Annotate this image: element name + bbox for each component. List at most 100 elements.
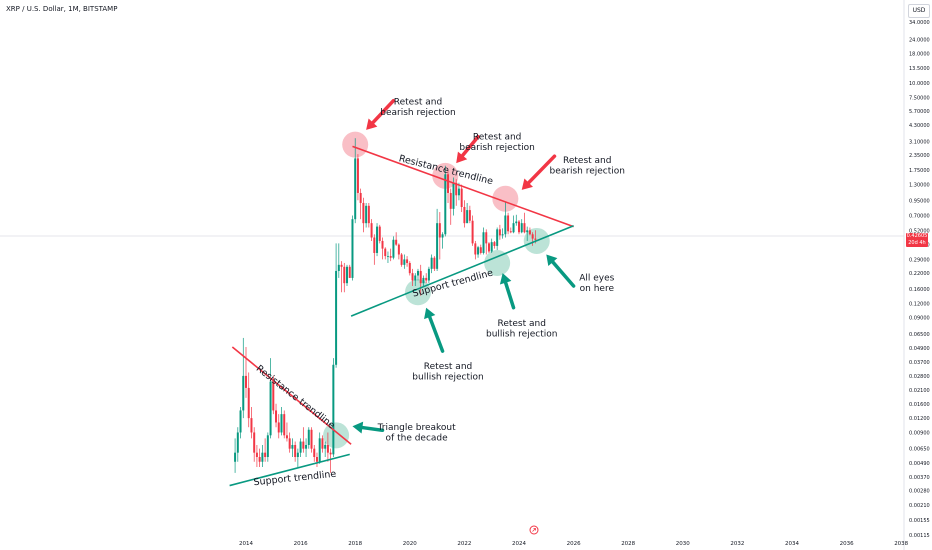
price-tick-label: 0.00210 xyxy=(909,503,930,509)
candle-body xyxy=(321,438,324,449)
candle-body xyxy=(373,237,376,253)
time-tick-label: 2022 xyxy=(457,541,471,547)
annotation-line: of the decade xyxy=(386,433,449,443)
annotation-line: on here xyxy=(580,284,615,294)
price-tick-label: 0.03700 xyxy=(909,360,930,366)
candle-body xyxy=(477,247,480,255)
candle-body xyxy=(291,444,294,449)
candle-body xyxy=(340,264,343,267)
candle-body xyxy=(441,234,444,238)
candle-body xyxy=(329,452,332,455)
price-tick-label: 0.00650 xyxy=(909,447,930,453)
candle-body xyxy=(466,210,469,224)
candles-layer xyxy=(234,138,537,473)
candle-body xyxy=(277,422,280,433)
current-price-value: 0.42605 xyxy=(906,233,928,239)
currency-selector[interactable]: USD xyxy=(908,4,930,18)
resistance-line-1 xyxy=(231,346,352,445)
price-tick-label: 0.29000 xyxy=(909,257,930,263)
price-tick-label: 0.22000 xyxy=(909,271,930,277)
price-tick-label: 0.02100 xyxy=(909,388,930,394)
candle-body xyxy=(403,259,406,265)
candle-body xyxy=(299,441,302,453)
circle-breakout-2017 xyxy=(323,422,350,449)
candle-body xyxy=(425,277,428,281)
candle-body xyxy=(280,414,283,433)
candle-body xyxy=(455,182,458,196)
candle-body xyxy=(496,229,499,246)
candle-body xyxy=(408,262,411,274)
price-tick-label: 13.5000 xyxy=(909,66,930,72)
time-axis[interactable]: 2014 2016 2018 2020 2022 2024 2026 2028 2030 2032… xyxy=(239,541,909,547)
candle-body xyxy=(305,444,308,449)
candle-body xyxy=(356,158,359,193)
candle-body xyxy=(526,230,529,233)
candle-body xyxy=(354,158,357,220)
time-tick-label: 2026 xyxy=(567,541,581,547)
price-tick-label: 1.30000 xyxy=(909,183,930,189)
candle-body xyxy=(315,457,318,462)
annotation-line: Retest and xyxy=(394,97,442,107)
arrow-red-2 xyxy=(456,134,480,164)
candle-body xyxy=(479,247,482,253)
price-tick-label: 0.00490 xyxy=(909,461,930,467)
candle-body xyxy=(236,432,239,453)
candle-body xyxy=(436,223,439,269)
candle-body xyxy=(406,259,409,263)
time-tick-label: 2030 xyxy=(676,541,690,547)
candle-body xyxy=(335,270,338,365)
time-tick-label: 2014 xyxy=(239,541,253,547)
candle-body xyxy=(318,438,321,462)
candle-body xyxy=(501,234,504,236)
candle-body xyxy=(433,257,436,269)
arrow-head xyxy=(424,307,436,320)
candle-body xyxy=(307,429,310,445)
price-tick-label: 0.01600 xyxy=(909,402,930,408)
candle-body xyxy=(452,182,455,209)
candle-body xyxy=(239,410,242,433)
annotation-line: Retest and xyxy=(424,362,472,372)
arrow-head xyxy=(352,421,364,434)
candle-body xyxy=(414,275,417,281)
candle-body xyxy=(457,188,460,196)
candle-body xyxy=(504,215,507,235)
candle-body xyxy=(302,441,305,449)
candle-body xyxy=(531,234,534,239)
arrow-red-1 xyxy=(366,98,396,130)
trendlines-layer xyxy=(229,145,574,487)
arrow-shaft xyxy=(526,154,557,185)
price-axis[interactable]: 45.000034.000024.000018.000013.500010.00… xyxy=(909,6,930,539)
price-tick-label: 24.0000 xyxy=(909,37,930,43)
price-tick-label: 0.16000 xyxy=(909,287,930,293)
arrow-green-1 xyxy=(352,421,385,434)
arrow-shaft xyxy=(460,134,480,158)
candle-body xyxy=(313,448,316,458)
arrow-green-3 xyxy=(499,273,516,310)
candle-body xyxy=(422,277,425,284)
price-tick-label: 1.75000 xyxy=(909,168,930,174)
candle-body xyxy=(365,205,368,224)
candle-body xyxy=(460,188,463,207)
candle-body xyxy=(253,432,256,453)
arrow-shaft xyxy=(371,98,396,125)
candle-body xyxy=(474,243,477,255)
candle-body xyxy=(447,174,450,193)
label-support-trendline-1: Support trendline xyxy=(253,469,337,489)
arrows-layer xyxy=(352,98,576,434)
candle-body xyxy=(269,381,272,436)
candle-body xyxy=(332,364,335,455)
candle-body xyxy=(370,223,373,238)
candle-body xyxy=(520,223,523,233)
price-tick-label: 10.0000 xyxy=(909,81,930,87)
time-tick-label: 2028 xyxy=(621,541,635,547)
annotation-line: Retest and xyxy=(473,133,521,143)
candle-body xyxy=(247,387,250,419)
candle-body xyxy=(449,192,452,209)
candle-body xyxy=(275,410,278,423)
candle-body xyxy=(250,418,253,433)
price-tick-label: 18.0000 xyxy=(909,52,930,58)
